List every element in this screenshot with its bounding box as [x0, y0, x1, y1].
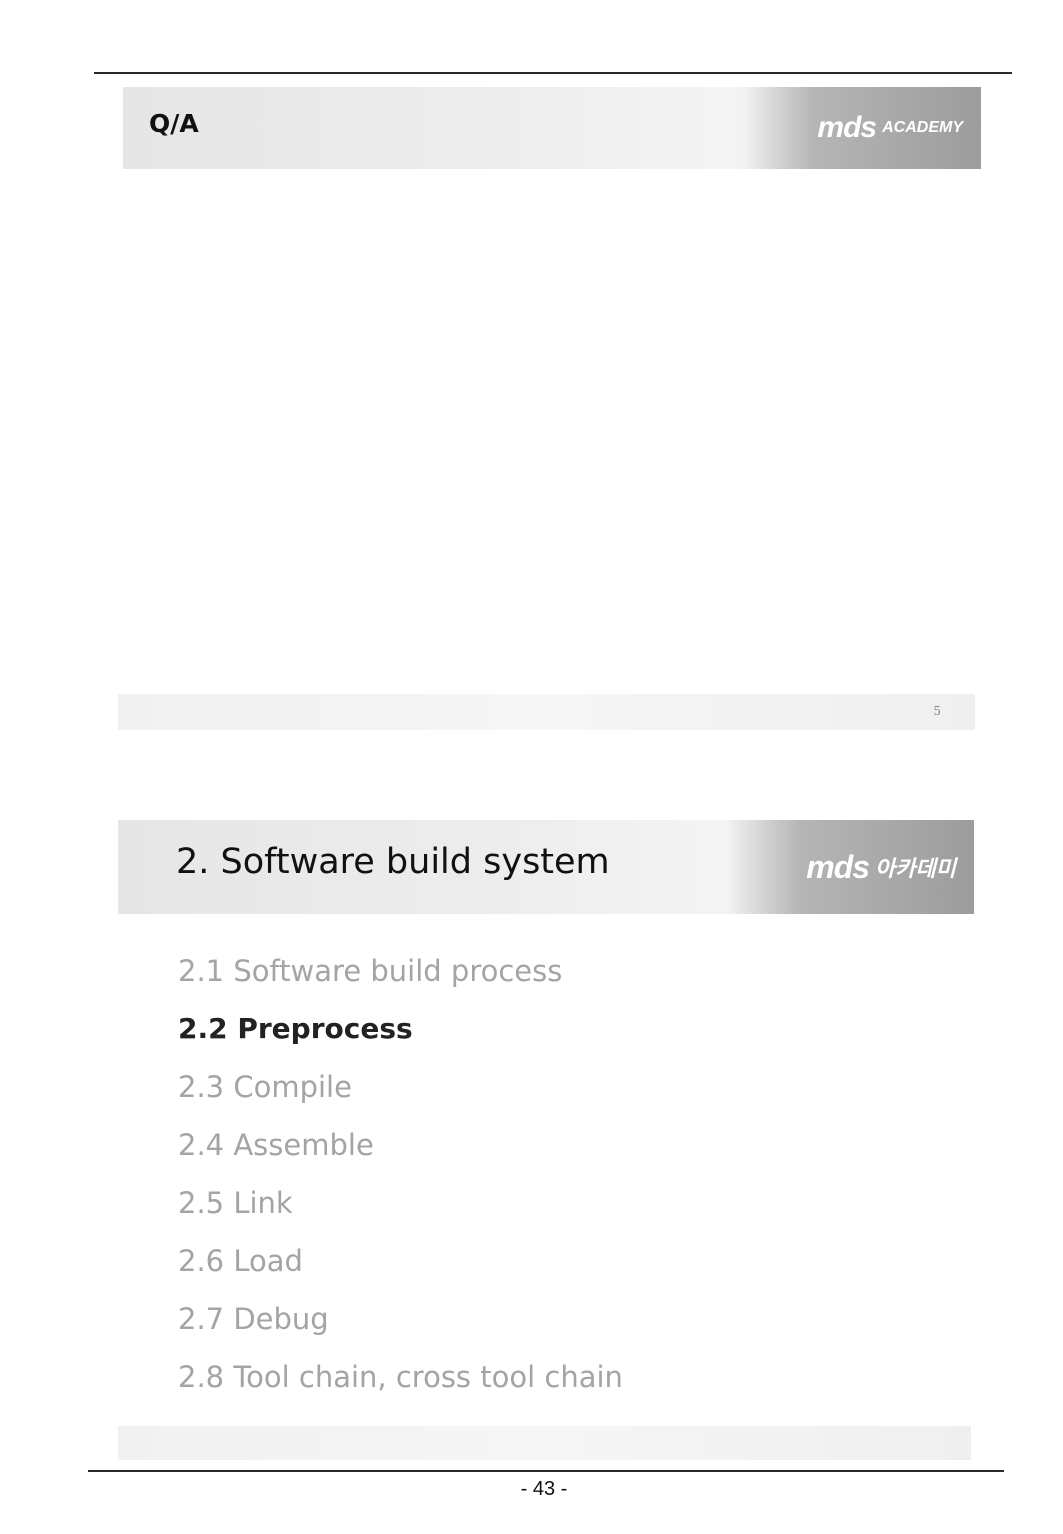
logo-sub-text: ACADEMY [882, 119, 963, 136]
page-number: - 43 - [520, 1478, 568, 1500]
mds-academy-kr-logo: mds 아카데미 [726, 820, 974, 914]
top-rule [94, 72, 1012, 74]
toc-item-2-1: 2.1 Software build process [178, 954, 563, 988]
slide2-title: 2. Software build system [176, 842, 610, 882]
slide1-title: Q/A [149, 109, 199, 138]
toc-item-2-5: 2.5 Link [178, 1186, 293, 1220]
logo-main-text: mds [817, 111, 877, 144]
toc-item-2-7: 2.7 Debug [178, 1302, 329, 1336]
logo-main-text: mds [806, 848, 870, 885]
slide2-header: 2. Software build system mds 아카데미 [118, 820, 974, 914]
slide-number: 5 [933, 704, 941, 718]
logo-sub-text: 아카데미 [875, 856, 956, 881]
mds-academy-logo: mds ACADEMY [743, 87, 981, 169]
slide2-footer [118, 1426, 971, 1460]
toc-item-2-2: 2.2 Preprocess [178, 1012, 413, 1045]
toc-item-2-8: 2.8 Tool chain, cross tool chain [178, 1360, 623, 1394]
slide1-header: Q/A mds ACADEMY [123, 87, 981, 169]
toc-item-2-6: 2.6 Load [178, 1244, 303, 1278]
slide1-footer: 5 [118, 694, 975, 730]
bottom-rule [88, 1470, 1004, 1472]
toc-item-2-4: 2.4 Assemble [178, 1128, 374, 1162]
toc-item-2-3: 2.3 Compile [178, 1070, 352, 1104]
table-of-contents: 2.1 Software build process 2.2 Preproces… [178, 948, 623, 1412]
